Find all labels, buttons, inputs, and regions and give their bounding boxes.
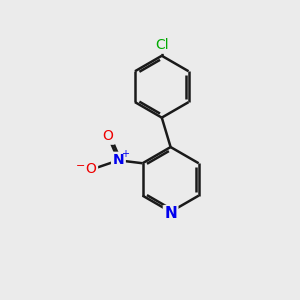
Text: N: N	[112, 153, 124, 167]
Text: O: O	[85, 162, 97, 176]
Text: −: −	[76, 161, 85, 171]
Text: Cl: Cl	[155, 38, 169, 52]
Text: O: O	[103, 129, 113, 143]
Text: N: N	[164, 206, 177, 221]
Text: +: +	[121, 149, 129, 159]
